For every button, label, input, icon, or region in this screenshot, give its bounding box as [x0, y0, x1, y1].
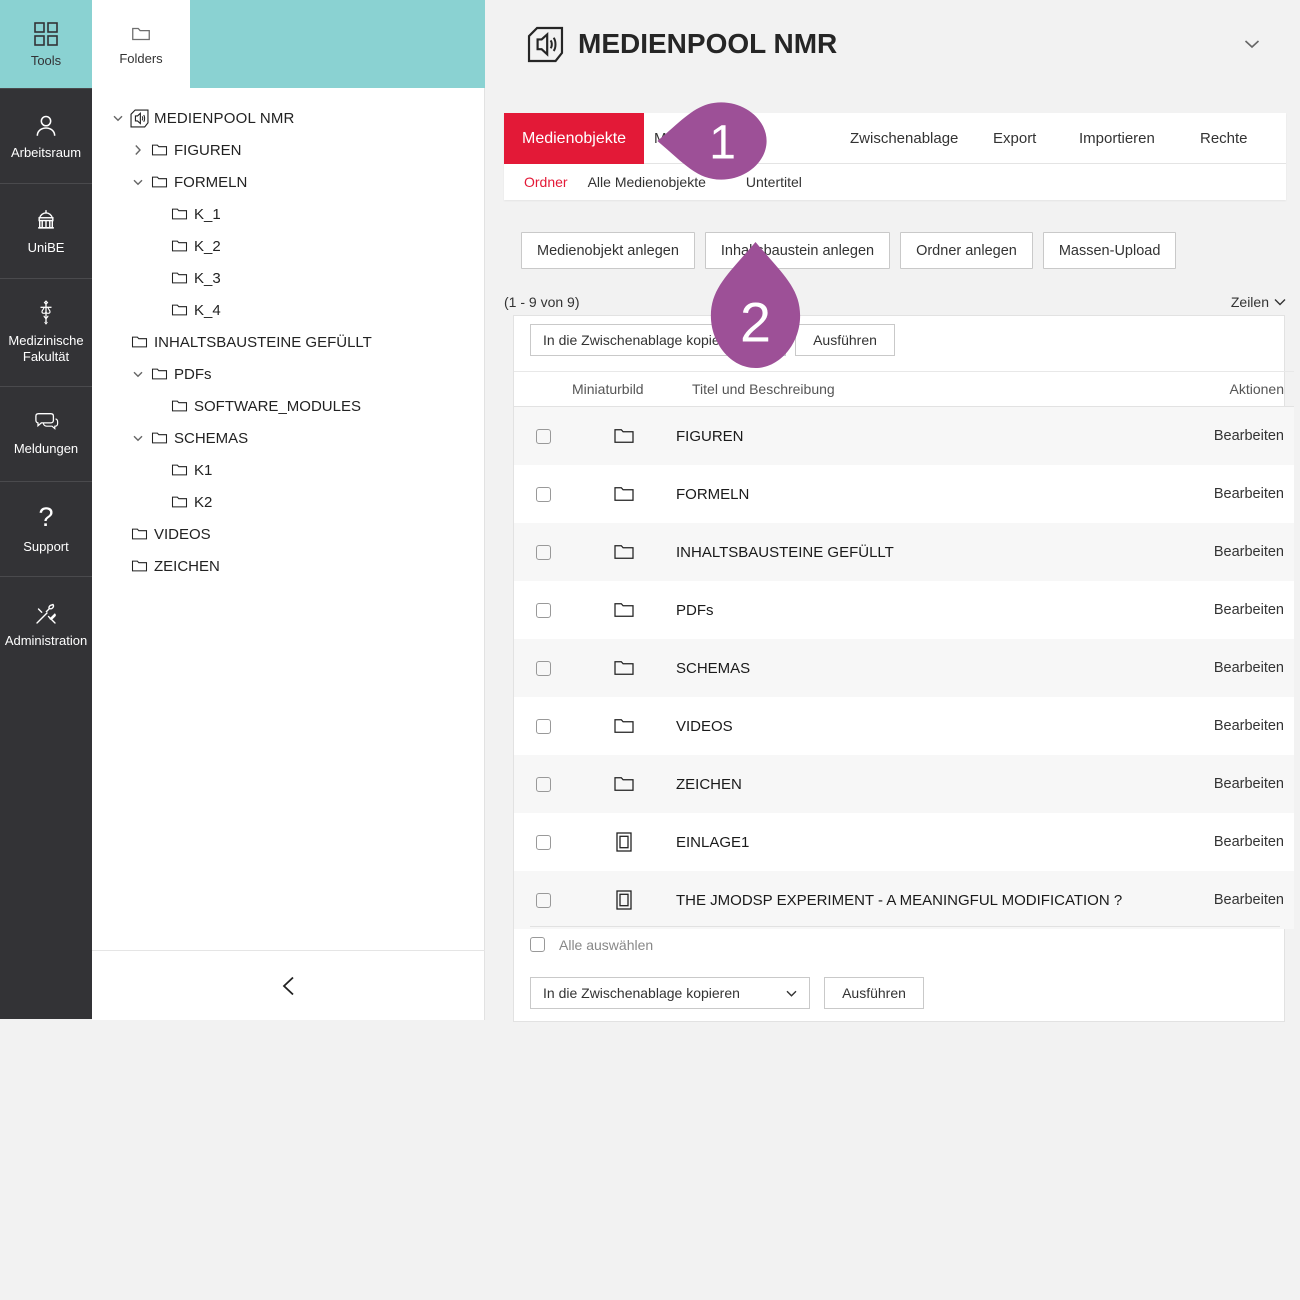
- svg-text:1: 1: [709, 116, 736, 170]
- svg-text:2: 2: [740, 291, 771, 353]
